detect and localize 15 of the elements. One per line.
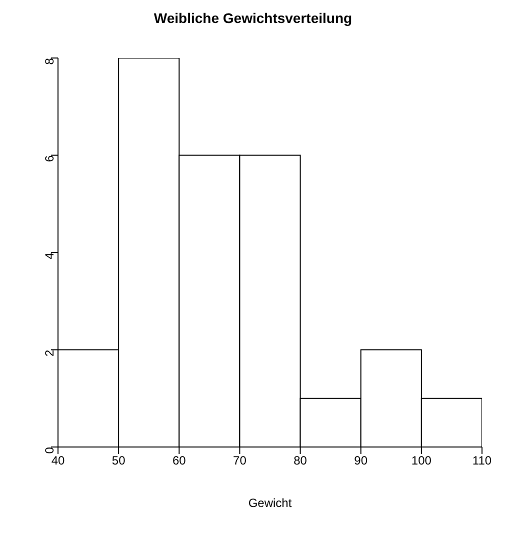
x-tick-label: 90: [354, 454, 368, 468]
x-tick-label: 40: [51, 454, 65, 468]
y-tick-label: 8: [42, 58, 56, 65]
y-tick-label: 2: [42, 349, 56, 356]
x-tick-label: 70: [233, 454, 247, 468]
chart-title: Weibliche Gewichtsverteilung: [152, 10, 354, 26]
y-tick-label: 6: [42, 154, 56, 162]
y-tick-label: 0: [42, 446, 56, 454]
x-tick-label: 50: [112, 454, 126, 468]
x-axis-title: Gewicht: [248, 496, 292, 510]
y-tick-label: 4: [42, 252, 56, 260]
x-tick-label: 100: [411, 454, 432, 468]
x-tick-label: 110: [472, 454, 492, 468]
x-tick-label: 80: [294, 454, 308, 468]
x-tick-label: 60: [172, 454, 186, 468]
